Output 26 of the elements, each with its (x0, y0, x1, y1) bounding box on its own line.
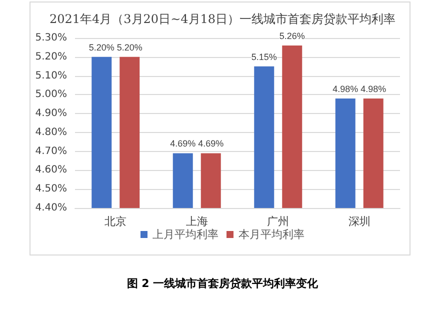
data-label: 4.69% (198, 138, 224, 149)
legend-label: 本月平均利率 (238, 228, 304, 241)
x-tick-label: 上海 (186, 215, 208, 228)
y-tick-label: 4.70% (35, 146, 67, 157)
data-label: 5.20% (116, 42, 142, 52)
data-label: 5.15% (251, 52, 277, 62)
y-tick-label: 5.00% (35, 89, 67, 100)
data-label: 5.26% (279, 31, 305, 42)
data-label: 4.69% (170, 138, 196, 149)
data-label: 5.20% (88, 42, 114, 52)
y-tick-label: 5.20% (35, 51, 67, 62)
caption: 图 2 一线城市首套房贷款平均利率变化 (126, 277, 320, 290)
x-tick-label: 深圳 (348, 215, 370, 228)
x-tick-label: 北京 (104, 215, 127, 228)
y-tick-label: 5.30% (35, 32, 67, 44)
y-tick-label: 4.90% (35, 108, 67, 120)
chart-title: 2021年4月（3月20日~4月18日）一线城市首套房贷款平均利率 (49, 12, 396, 26)
y-tick-label: 5.10% (35, 70, 67, 82)
legend-label: 上月平均利率 (152, 228, 218, 241)
x-tick-label: 广州 (267, 215, 290, 228)
data-label: 4.98% (360, 84, 386, 94)
y-tick-label: 4.40% (35, 202, 67, 214)
data-label: 4.98% (332, 84, 358, 94)
y-tick-label: 4.50% (35, 184, 67, 195)
y-tick-label: 4.60% (35, 164, 67, 176)
y-tick-label: 4.80% (35, 126, 67, 138)
